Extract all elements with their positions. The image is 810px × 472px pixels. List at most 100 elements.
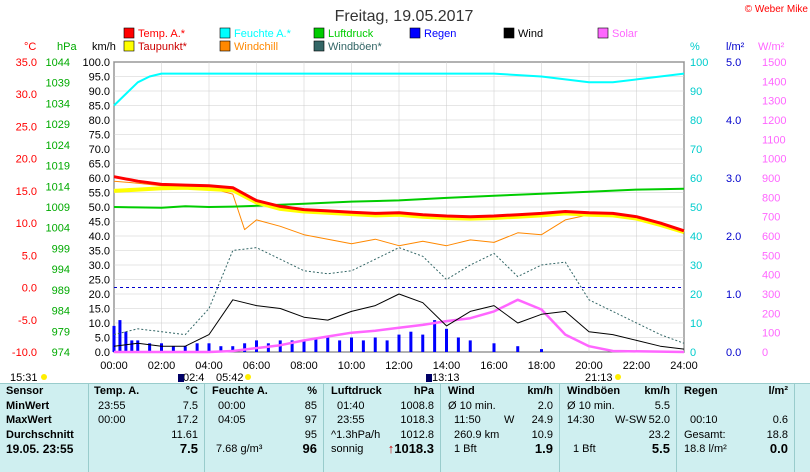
rain-bar (243, 343, 247, 352)
axis-tick-pressure: 984 (52, 306, 70, 318)
axis-tick-humidity: 60 (690, 173, 702, 185)
time-marker: 15:31 (10, 372, 38, 383)
axis-tick-solar: 0 (762, 347, 768, 359)
sun-icon (245, 374, 251, 380)
axis-unit-rain: l/m² (726, 41, 745, 53)
col-sensor: Sensor MinWert MaxWert Durchschnitt 19.0… (0, 384, 89, 472)
axis-tick-humidity: 70 (690, 144, 702, 156)
wind-max-time: 11:50 (454, 414, 481, 427)
axis-tick-solar: 400 (762, 270, 780, 282)
legend-label: Windböen* (328, 41, 383, 53)
pressure-min-time: 01:40 (337, 399, 365, 412)
series-line-solar (114, 298, 685, 354)
humidity-min-time: 00:00 (218, 399, 246, 412)
axis-tick-wind: 100.0 (82, 57, 110, 69)
gust-max-dir: W-SW (615, 414, 647, 427)
rain-bar (195, 343, 199, 352)
rain-bar (219, 346, 223, 352)
header-wind: Wind (448, 385, 475, 397)
rain-total-label: Gesamt: (684, 428, 726, 441)
axis-tick-wind: 0.0 (95, 347, 110, 359)
wind-max-dir: W (504, 414, 515, 427)
axis-tick-solar: 600 (762, 231, 780, 243)
col-temp: Temp. A. °C 23:55 7.5 00:00 17.2 11.61 7.5 (88, 384, 205, 472)
row-max: MaxWert (6, 414, 52, 427)
axis-tick-humidity: 40 (690, 231, 702, 243)
legend-label: Windchill (234, 41, 278, 53)
pressure-max-value: 1018.3 (400, 414, 434, 427)
axis-tick-solar: 1100 (762, 134, 786, 146)
x-tick-label: 10:00 (338, 360, 366, 372)
axis-tick-pressure: 1019 (46, 161, 70, 173)
chart-title: Freitag, 19.05.2017 (335, 8, 474, 25)
axis-tick-wind: 5.0 (95, 333, 110, 345)
rain-bar (130, 340, 134, 352)
rain-total-value: 18.8 (766, 428, 788, 441)
legend-swatch (123, 27, 135, 39)
legend-label: Wind (518, 28, 543, 40)
rain-bar (171, 346, 175, 352)
rain-bar (124, 331, 128, 352)
x-tick-label: 20:00 (575, 360, 603, 372)
axis-tick-temp: 35.0 (16, 57, 37, 69)
temp-max-value: 17.2 (176, 414, 198, 427)
rain-bar (231, 346, 235, 352)
col-pressure: Luftdruck hPa 01:40 1008.8 23:55 1018.3 ^1.… (323, 384, 441, 472)
axis-tick-temp: 25.0 (16, 121, 37, 133)
weather-chart: Freitag, 19.05.2017 © Weber Mike Temp. A… (10, 4, 809, 383)
temp-avg-value: 11.61 (171, 428, 198, 441)
rain-bar (302, 340, 306, 352)
legend-swatch (219, 40, 231, 52)
axis-tick-temp: 10.0 (16, 218, 37, 230)
rain-bar (361, 340, 365, 352)
axis-tick-temp: 0.0 (22, 283, 37, 295)
wind-bft: 1 Bft (454, 443, 477, 456)
temp-min-value: 7.5 (182, 399, 198, 412)
legend-label: Luftdruck (328, 28, 374, 40)
axis-tick-pressure: 989 (52, 285, 70, 297)
axis-tick-solar: 200 (762, 308, 780, 320)
pressure-max-time: 23:55 (337, 414, 365, 427)
rain-bar (516, 346, 520, 352)
rain-bar (148, 343, 152, 352)
axis-tick-pressure: 1009 (46, 202, 70, 214)
axis-tick-solar: 300 (762, 289, 780, 301)
rain-bar (540, 349, 543, 352)
axis-tick-solar: 700 (762, 212, 780, 224)
rain-bar (314, 337, 318, 352)
rain-bar (445, 328, 448, 352)
legend-swatch (313, 40, 325, 52)
x-tick-label: 00:00 (100, 360, 128, 372)
axes: 35.0 30.0 25.0 20.0 15.0 10.0 5.0 0.0 -5.0 -10.0 °… (12, 41, 787, 372)
gust-avg-value: 23.2 (648, 428, 670, 441)
axis-tick-humidity: 90 (690, 86, 702, 98)
rain-bar (112, 325, 116, 352)
humidity-max-time: 04:05 (218, 414, 246, 427)
legend-label: Temp. A.* (138, 28, 186, 40)
rain-now-value: 0.0 (769, 441, 788, 457)
axis-tick-rain: 3.0 (726, 173, 741, 185)
time-marker: 13:13 (432, 372, 460, 383)
pressure-avg-value: 1012.8 (400, 428, 434, 441)
axis-tick-wind: 60.0 (89, 173, 110, 185)
axis-tick-humidity: 10 (690, 318, 702, 330)
axis-unit-solar: W/m² (758, 41, 785, 53)
header-rain: Regen (684, 385, 718, 397)
legend-swatch (123, 40, 135, 52)
rain-bar (338, 340, 342, 352)
wind-now-value: 1.9 (534, 441, 553, 457)
gust-avg10-label: Ø 10 min. (567, 399, 615, 412)
rain-bar (468, 340, 472, 352)
axis-tick-humidity: 80 (690, 115, 702, 127)
x-tick-label: 08:00 (290, 360, 318, 372)
time-marker: 02:4 (183, 372, 204, 383)
axis-tick-wind: 55.0 (89, 188, 110, 200)
x-tick-label: 18:00 (528, 360, 556, 372)
axis-tick-wind: 10.0 (89, 318, 110, 330)
axis-tick-pressure: 1039 (46, 78, 70, 90)
row-now: 19.05. 23:55 (6, 442, 74, 457)
axis-tick-humidity: 0 (690, 347, 696, 359)
rain-max-time: 00:10 (690, 414, 718, 427)
pressure-now-value: 1018.3 (394, 441, 434, 457)
axis-unit-humidity: % (690, 41, 700, 53)
